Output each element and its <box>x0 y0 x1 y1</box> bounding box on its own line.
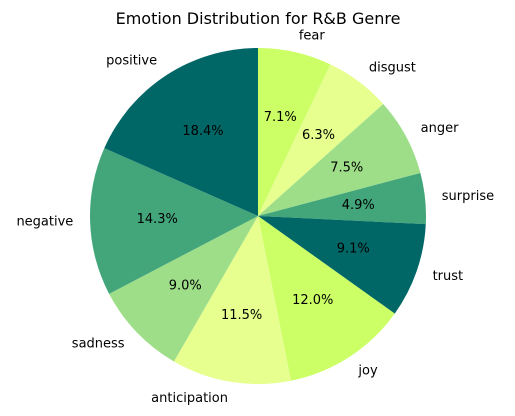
pie-percent-label-sadness: 9.0% <box>169 278 202 293</box>
pie-category-labels: fear disgust anger surprise trust joy anticipa… <box>16 28 494 406</box>
pie-category-label-disgust: disgust <box>369 61 416 76</box>
pie-slice-trust <box>258 216 426 314</box>
pie-category-label-fear: fear <box>299 28 326 43</box>
pie-percent-label-disgust: 6.3% <box>302 128 335 143</box>
pie-category-label-anger: anger <box>421 121 459 136</box>
pie-slice-anticipation <box>173 216 291 385</box>
pie-slice-negative <box>89 148 258 294</box>
pie-slice-fear <box>258 47 331 216</box>
pie-category-label-positive: positive <box>106 54 157 69</box>
pie-percent-labels: 7.1% 6.3% 7.5% 4.9% 9.1% 12.0% 11.5% 9.0% 14.3% 1… <box>137 110 375 323</box>
pie-percent-label-trust: 9.1% <box>337 242 370 257</box>
pie-slice-joy <box>258 216 395 381</box>
pie-category-label-sadness: sadness <box>72 336 125 351</box>
pie-category-label-anticipation: anticipation <box>151 391 228 406</box>
pie-percent-label-anticipation: 11.5% <box>221 308 262 323</box>
pie-slice-positive <box>104 48 258 216</box>
pie-slice-sadness <box>109 216 259 362</box>
pie-slices <box>89 47 426 385</box>
pie-percent-label-negative: 14.3% <box>137 212 178 227</box>
pie-percent-label-surprise: 4.9% <box>342 198 375 213</box>
pie-category-label-trust: trust <box>433 269 464 284</box>
pie-slice-disgust <box>258 64 384 216</box>
pie-percent-label-fear: 7.1% <box>264 110 297 125</box>
pie-slice-anger <box>258 104 421 216</box>
pie-category-label-surprise: surprise <box>442 189 494 204</box>
chart-title: Emotion Distribution for R&B Genre <box>116 9 401 28</box>
pie-percent-label-joy: 12.0% <box>292 293 333 308</box>
pie-percent-label-positive: 18.4% <box>182 124 223 139</box>
pie-slice-surprise <box>258 172 426 225</box>
pie-category-label-joy: joy <box>357 364 378 379</box>
pie-percent-label-anger: 7.5% <box>330 161 363 176</box>
pie-category-label-negative: negative <box>16 215 73 230</box>
